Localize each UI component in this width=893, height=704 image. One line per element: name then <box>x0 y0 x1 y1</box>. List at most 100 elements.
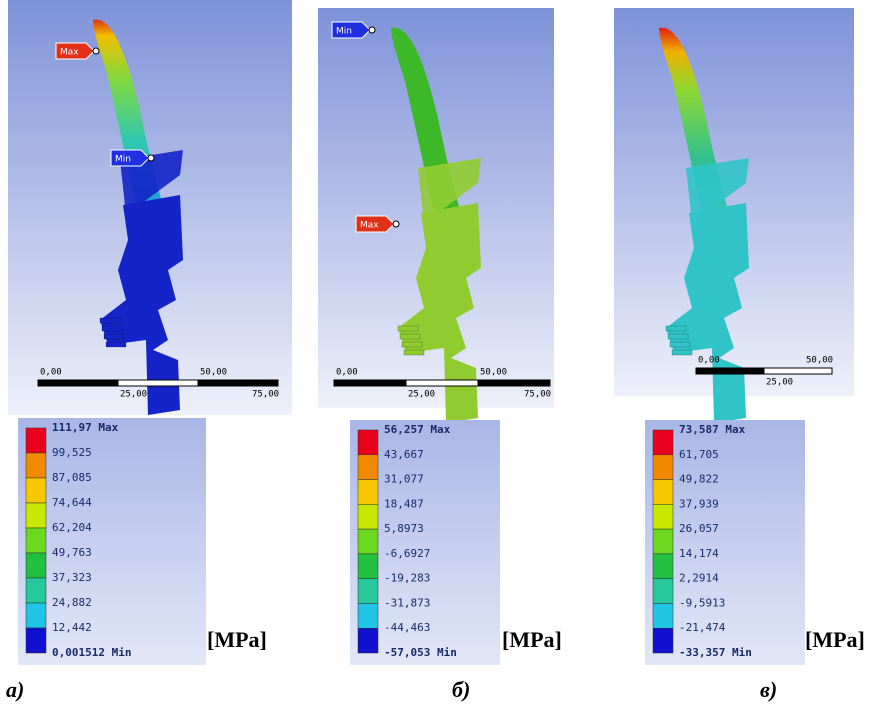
scale-label: 25,00 <box>408 390 435 400</box>
tooth <box>402 342 422 347</box>
legend-band <box>26 578 46 603</box>
legend-band <box>653 455 673 480</box>
figure: 0,00 25,00 50,00 75,00 Max Min 111,97 Max 99,52… <box>0 0 893 704</box>
legend-label: 43,667 <box>384 448 424 461</box>
legend-label: 74,644 <box>52 496 92 509</box>
legend-label: -33,357 Min <box>679 646 752 659</box>
legend-label: 73,587 Max <box>679 423 746 436</box>
legend-band <box>358 603 378 628</box>
panel: 0,00 25,00 50,00 75,00 Max Min <box>8 0 292 415</box>
legend-label: 0,001512 Min <box>52 646 131 659</box>
scale-label: 75,00 <box>252 390 279 400</box>
legend-label: -21,474 <box>679 621 726 634</box>
legend-label: 87,085 <box>52 471 92 484</box>
legend: 111,97 Max 99,525 87,085 74,644 62,204 49,763… <box>18 418 206 665</box>
tooth <box>104 334 124 339</box>
scale-label: 0,00 <box>698 356 720 366</box>
legend-label: 99,525 <box>52 446 92 459</box>
legend-band <box>26 478 46 503</box>
tag-point <box>393 221 399 227</box>
legend-band <box>358 430 378 455</box>
scale-segment <box>334 380 406 386</box>
unit: [MPa] <box>502 627 562 652</box>
caption: в) <box>760 677 777 702</box>
tooth <box>400 334 420 339</box>
caption: а) <box>6 677 24 702</box>
scale-segment <box>198 380 278 386</box>
scale-label: 0,00 <box>336 368 358 378</box>
legend: 56,257 Max43,66731,07718,4875,8973-6,692… <box>350 420 500 665</box>
tag-point <box>369 27 375 33</box>
scale-label: 50,00 <box>806 356 833 366</box>
legend-label: 5,8973 <box>384 522 424 535</box>
legend-band <box>653 554 673 579</box>
scale-segment <box>406 380 478 386</box>
legend-label: 49,822 <box>679 473 719 486</box>
legend-label: -6,6927 <box>384 547 430 560</box>
legend: 73,587 Max 61,705 49,822 37,939 26,057 14,174… <box>645 420 805 665</box>
legend-label: -57,053 Min <box>384 646 457 659</box>
legend-band <box>26 428 46 453</box>
tooth <box>398 326 418 331</box>
legend-band <box>358 529 378 554</box>
legend-band <box>358 504 378 529</box>
tooth <box>672 350 692 355</box>
legend-band <box>358 579 378 604</box>
tag-label: Max <box>60 48 79 58</box>
legend-label: 37,939 <box>679 497 719 510</box>
panel: 0,0025,0050,0075,00MaxMin <box>318 8 554 423</box>
legend-label: 2,2914 <box>679 572 719 585</box>
scale-label: 25,00 <box>120 390 147 400</box>
tooth <box>100 318 120 323</box>
legend-label: 12,442 <box>52 621 92 634</box>
caption: б) <box>452 677 470 702</box>
legend-band <box>653 480 673 505</box>
legend-band <box>26 453 46 478</box>
legend-band <box>653 603 673 628</box>
tooth <box>668 334 688 339</box>
legend-label: 62,204 <box>52 521 92 534</box>
legend-label: 26,057 <box>679 522 719 535</box>
legend-label: 18,487 <box>384 497 424 510</box>
scale-segment <box>696 368 764 374</box>
legend-label: 61,705 <box>679 448 719 461</box>
tag-point <box>93 48 99 54</box>
legend-band <box>653 579 673 604</box>
legend-label: 14,174 <box>679 547 719 560</box>
legend-label: -19,283 <box>384 572 430 585</box>
legend-band <box>653 529 673 554</box>
tooth <box>102 326 122 331</box>
tooth <box>106 342 126 347</box>
scale-label: 50,00 <box>200 368 227 378</box>
scale-label: 25,00 <box>766 378 793 388</box>
scale-label: 50,00 <box>480 368 507 378</box>
legend-band <box>26 603 46 628</box>
legend-label: -31,873 <box>384 596 430 609</box>
legend-label: 49,763 <box>52 546 92 559</box>
legend-label: 111,97 Max <box>52 421 119 434</box>
scale-segment <box>38 380 118 386</box>
legend-band <box>358 628 378 653</box>
viewport <box>614 8 854 396</box>
legend-label: 37,323 <box>52 571 92 584</box>
legend-band <box>358 455 378 480</box>
legend-band <box>26 528 46 553</box>
tag-point <box>148 155 154 161</box>
scale-segment <box>764 368 832 374</box>
tag-label: Max <box>360 221 379 231</box>
scale-label: 0,00 <box>40 368 62 378</box>
legend-label: -44,463 <box>384 621 430 634</box>
tag-label: Min <box>115 155 131 165</box>
scale-segment <box>118 380 198 386</box>
legend-label: 56,257 Max <box>384 423 451 436</box>
legend-band <box>26 503 46 528</box>
legend-band <box>358 480 378 505</box>
legend-band <box>653 430 673 455</box>
unit: [MPa] <box>805 627 865 652</box>
legend-label: -9,5913 <box>679 596 725 609</box>
scale-segment <box>478 380 550 386</box>
legend-band <box>358 554 378 579</box>
legend-band <box>653 504 673 529</box>
tooth <box>670 342 690 347</box>
panel: 0,00 25,00 50,00 <box>614 8 854 423</box>
